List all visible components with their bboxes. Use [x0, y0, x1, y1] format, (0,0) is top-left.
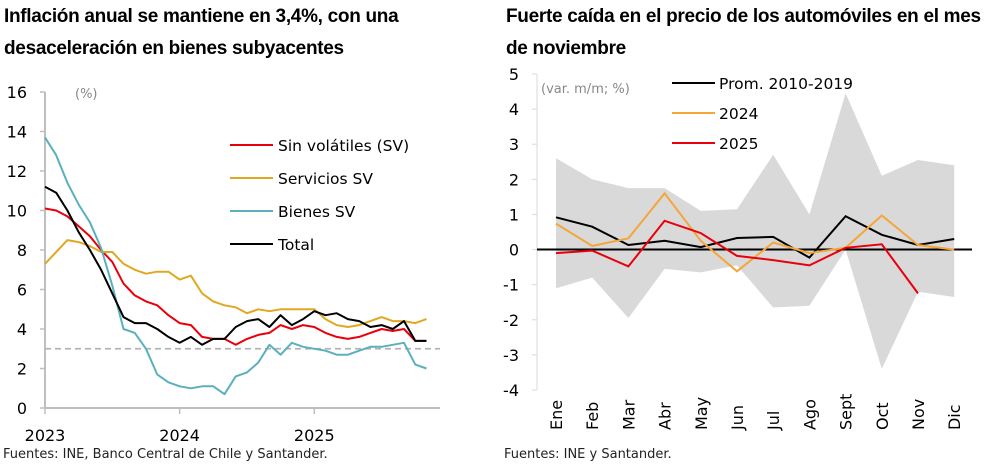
right-x-tick-label: May: [692, 397, 711, 430]
right-y-unit-label: (var. m/m; %): [541, 82, 630, 97]
right-series-line-2024: [555, 191, 955, 273]
right-x-tick-label: Ene: [547, 400, 566, 430]
right-series-line-2025: [555, 219, 919, 294]
left-y-tick-label: 10: [7, 202, 27, 221]
left-series-line-bienes-sv: [44, 136, 427, 396]
right-series-line-prom-2010-2019: [555, 214, 955, 259]
right-range-band: [556, 93, 955, 369]
right-y-tick-label: 1: [509, 205, 519, 224]
right-y-tick-label: -3: [503, 346, 519, 365]
right-legend-label: 2024: [719, 105, 758, 123]
left-legend-label: Servicios SV: [278, 170, 373, 188]
right-y-tick-label: 2: [509, 170, 519, 189]
right-y-tick-label: -2: [503, 311, 519, 330]
right-x-tick-label: Oct: [873, 402, 892, 430]
left-y-tick-label: 2: [17, 360, 27, 379]
right-legend-label: Prom. 2010-2019: [719, 75, 853, 93]
right-x-tick-label: Feb: [583, 402, 602, 430]
right-chart-title: Fuerte caída en el precio de los automóv…: [506, 6, 981, 59]
left-y-tick-label: 14: [7, 123, 27, 142]
right-y-tick-label: 4: [509, 100, 519, 119]
left-y-tick-label: 8: [17, 241, 27, 260]
right-legend-label: 2025: [719, 135, 758, 153]
right-x-tick-label: Jun: [728, 405, 747, 431]
right-y-tick-label: -1: [503, 276, 519, 295]
right-x-tick-label: Sept: [837, 394, 856, 430]
right-x-tick-label: Nov: [909, 399, 928, 430]
left-x-tick-label: 2025: [294, 426, 335, 445]
left-legend-label: Sin volátiles (SV): [278, 137, 409, 155]
left-y-tick-label: 0: [17, 399, 27, 418]
right-chart-source: Fuentes: INE y Santander.: [504, 447, 672, 462]
left-y-tick-label: 16: [7, 83, 27, 102]
right-y-tick-label: -4: [503, 381, 519, 400]
right-x-tick-label: Mar: [619, 399, 638, 430]
left-y-tick-label: 4: [17, 320, 27, 339]
left-y-tick-label: 12: [7, 162, 27, 181]
left-legend-label: Total: [277, 236, 314, 254]
right-x-tick-label: Ago: [800, 399, 819, 430]
left-chart-source: Fuentes: INE, Banco Central de Chile y S…: [3, 447, 328, 462]
right-x-tick-label: Dic: [945, 404, 964, 430]
right-y-tick-label: 5: [509, 65, 519, 84]
left-x-tick-label: 2024: [159, 426, 200, 445]
left-y-unit-label: (%): [75, 87, 98, 102]
left-series-line-sin-vol-tiles-sv-: [44, 207, 427, 346]
right-x-tick-label: Abr: [656, 402, 675, 430]
left-series-line-total: [44, 185, 427, 346]
right-y-tick-label: 3: [509, 135, 519, 154]
right-y-tick-label: 0: [509, 241, 519, 260]
left-chart-title: Inflación anual se mantiene en 3,4%, con…: [4, 6, 399, 59]
right-x-tick-label: Jul: [764, 411, 783, 431]
left-x-tick-label: 2023: [25, 426, 66, 445]
left-legend-label: Bienes SV: [278, 203, 356, 221]
left-y-tick-label: 6: [17, 281, 27, 300]
